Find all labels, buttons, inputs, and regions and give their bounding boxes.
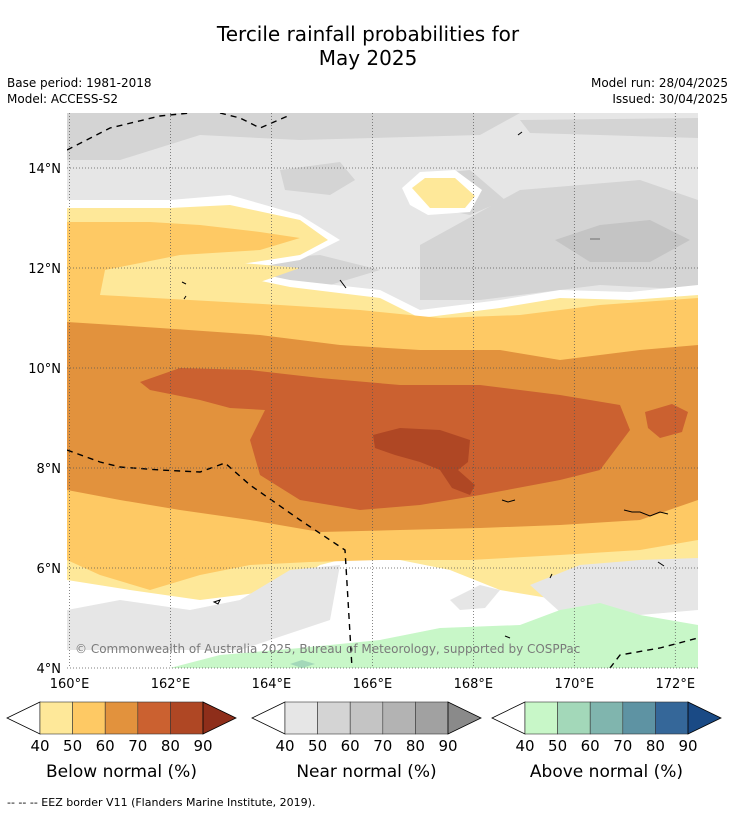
latitude-label: 8°N xyxy=(37,462,62,477)
island-outlines xyxy=(181,131,669,639)
colorbar-swatch xyxy=(622,701,656,735)
below-normal-40-patch xyxy=(412,178,475,208)
near-normal-region xyxy=(530,558,698,615)
longitude-label: 164°E xyxy=(252,677,292,692)
colorbar-swatch xyxy=(655,701,689,735)
near-normal-darker-patch xyxy=(520,118,698,138)
colorbar-tick-label: 50 xyxy=(308,737,327,755)
near-normal-region xyxy=(67,565,340,650)
eez-footnote: -- -- -- EEZ border V11 (Flanders Marine… xyxy=(7,796,316,809)
near-normal-darker-patch xyxy=(280,162,355,195)
legend-title-above: Above normal (%) xyxy=(529,762,684,782)
colorbar-tick-label: 60 xyxy=(581,737,600,755)
latitude-label: 14°N xyxy=(28,162,61,177)
colorbar-tick-label: 50 xyxy=(63,737,82,755)
colorbar-tick-label: 60 xyxy=(341,737,360,755)
colorbar-swatch xyxy=(415,701,449,735)
colorbar-tick-label: 60 xyxy=(96,737,115,755)
colorbar-high-arrow xyxy=(447,701,482,735)
colorbar-tick-label: 90 xyxy=(193,737,212,755)
colorbar-tick-label: 80 xyxy=(646,737,665,755)
colorbar-swatch xyxy=(72,701,106,735)
colorbar-swatch xyxy=(137,701,171,735)
colorbar-tick-label: 70 xyxy=(128,737,147,755)
below-normal-50-patch xyxy=(67,520,300,560)
colorbar-high-arrow xyxy=(202,701,237,735)
issued-date: Issued: 30/04/2025 xyxy=(612,92,728,106)
colorbar-tick-label: 70 xyxy=(373,737,392,755)
colorbar-tick-label: 80 xyxy=(161,737,180,755)
latitude-label: 12°N xyxy=(28,262,61,277)
above-normal-40-region xyxy=(170,603,698,668)
colorbar-tick-label: 80 xyxy=(406,737,425,755)
colorbar-tick-label: 40 xyxy=(275,737,294,755)
copyright-text: © Commonwealth of Australia 2025, Bureau… xyxy=(75,642,580,656)
colorbar-swatch xyxy=(39,701,73,735)
legend-title-below: Below normal (%) xyxy=(46,762,197,782)
colorbar-above: 40 50 60 70 80 90 xyxy=(491,701,722,755)
longitude-label: 170°E xyxy=(555,677,595,692)
colorbar-swatch xyxy=(589,701,624,735)
title-line-2: May 2025 xyxy=(318,46,418,70)
base-period: Base period: 1981-2018 xyxy=(7,76,152,90)
legend-title-near: Near normal (%) xyxy=(296,762,437,782)
colorbar-tick-label: 40 xyxy=(30,737,49,755)
meta-right: Model run: 28/04/2025 Issued: 30/04/2025 xyxy=(591,75,728,107)
model-run: Model run: 28/04/2025 xyxy=(590,76,728,90)
colorbar-swatch xyxy=(382,701,416,735)
colorbar-tick-label: 40 xyxy=(515,737,534,755)
near-normal-darker-patch xyxy=(67,113,520,160)
longitude-labels: 160°E 162°E 164°E 166°E 168°E 170°E 172°E xyxy=(50,677,695,692)
latitude-label: 10°N xyxy=(28,362,61,377)
below-normal-40-patch xyxy=(105,262,300,295)
colorbar-swatch xyxy=(284,701,318,735)
probability-map: 14°N 12°N 10°N 8°N 6°N 4°N 160°E 162°E 164°E 166… xyxy=(28,113,698,692)
below-normal-80-region xyxy=(373,428,475,495)
meta-left: Base period: 1981-2018 Model: ACCESS-S2 xyxy=(7,75,152,107)
longitude-label: 168°E xyxy=(454,677,494,692)
small-feature xyxy=(590,238,600,240)
colorbar-tick-label: 70 xyxy=(613,737,632,755)
below-normal-70-patch xyxy=(645,404,688,438)
near-normal-region xyxy=(450,585,500,610)
colorbar-legends: 40 50 60 70 80 90 40 50 60 70 80 90 40 50 60 70 80 90 xyxy=(6,701,722,755)
colorbar-high-arrow xyxy=(687,701,722,735)
longitude-label: 162°E xyxy=(151,677,191,692)
longitude-label: 166°E xyxy=(353,677,393,692)
above-normal-50-patch xyxy=(290,660,315,668)
colorbar-swatch xyxy=(349,701,384,735)
colorbar-tick-label: 50 xyxy=(548,737,567,755)
colorbar-swatch xyxy=(104,701,139,735)
latitude-labels: 14°N 12°N 10°N 8°N 6°N 4°N xyxy=(28,162,61,677)
near-normal-darker-patch xyxy=(555,220,690,262)
colorbar-swatch xyxy=(317,701,351,735)
colorbar-swatch xyxy=(524,701,558,735)
colorbar-tick-label: 90 xyxy=(438,737,457,755)
colorbar-below: 40 50 60 70 80 90 xyxy=(6,701,237,755)
colorbar-swatch xyxy=(557,701,591,735)
colorbar-low-arrow xyxy=(491,701,526,735)
title-line-1: Tercile rainfall probabilities for xyxy=(216,22,520,46)
graticule xyxy=(67,113,698,669)
longitude-label: 160°E xyxy=(50,677,90,692)
latitude-label: 4°N xyxy=(37,662,62,677)
colorbar-low-arrow xyxy=(6,701,41,735)
longitude-label: 172°E xyxy=(656,677,696,692)
map-title: Tercile rainfall probabilities for May 2… xyxy=(0,22,736,70)
model-name: Model: ACCESS-S2 xyxy=(7,92,119,106)
latitude-label: 6°N xyxy=(37,562,62,577)
colorbar-low-arrow xyxy=(251,701,286,735)
colorbar-tick-label: 90 xyxy=(678,737,697,755)
map-field xyxy=(67,113,698,668)
colorbar-swatch xyxy=(170,701,204,735)
colorbar-near: 40 50 60 70 80 90 xyxy=(251,701,482,755)
eez-border xyxy=(67,113,698,668)
